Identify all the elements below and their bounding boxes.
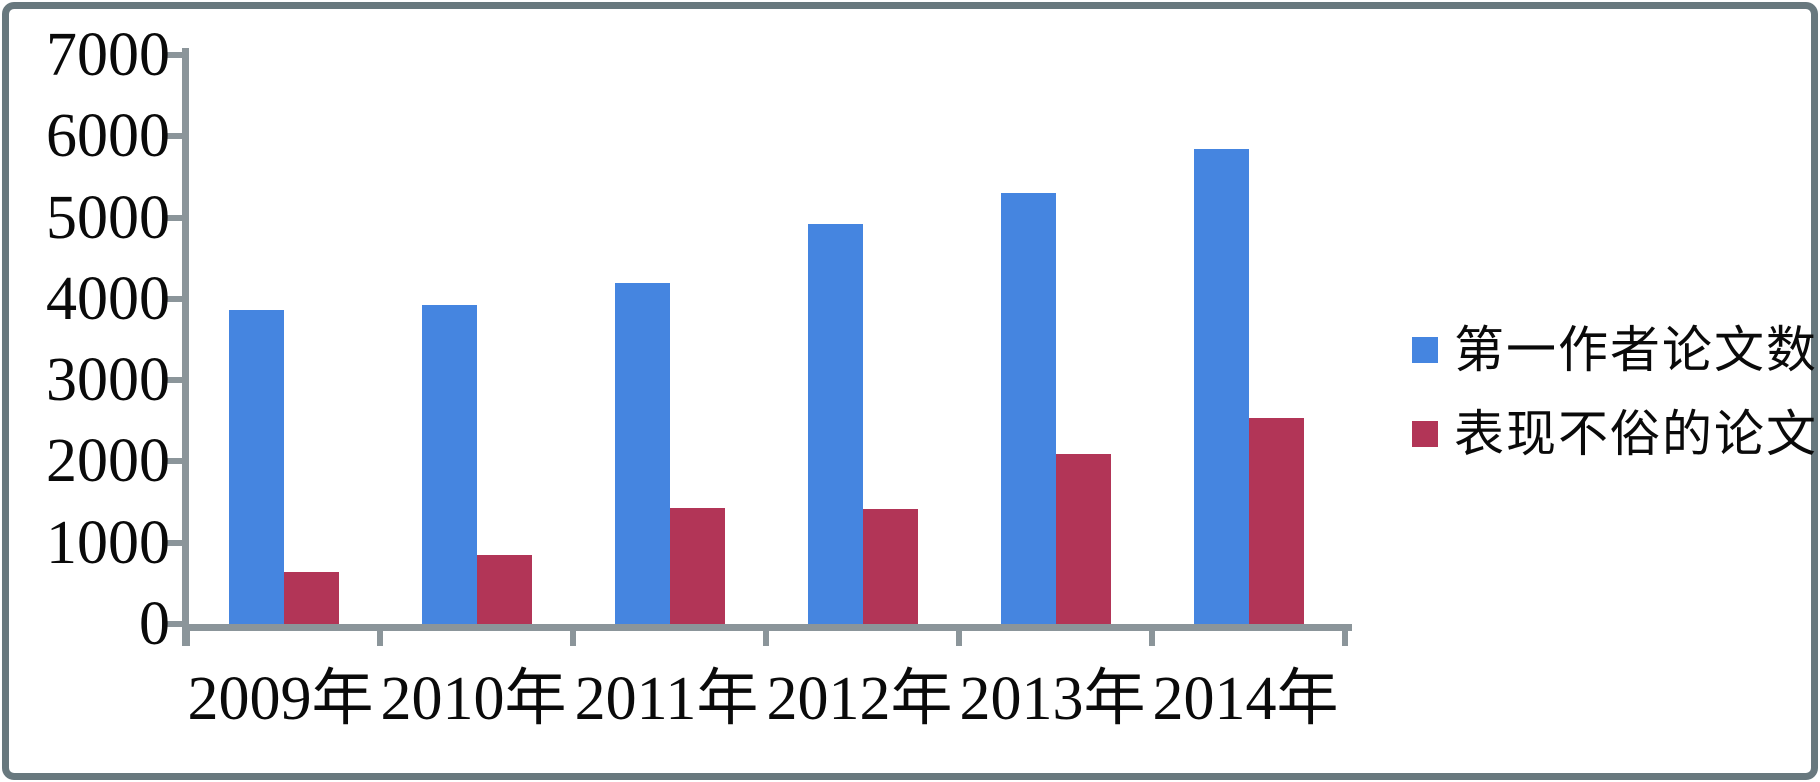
bar-first-author-2012年 — [808, 224, 863, 624]
y-axis-tick — [162, 377, 182, 384]
bar-notable-2011年 — [670, 507, 725, 624]
x-axis-tick — [763, 624, 769, 646]
y-axis-tick-label: 1000 — [46, 508, 170, 577]
chart-legend: 第一作者论文数 表现不俗的论文 — [1412, 322, 1816, 490]
y-axis-tick-label: 7000 — [46, 21, 170, 89]
bar-notable-2010年 — [477, 554, 532, 624]
y-axis-tick — [162, 458, 182, 465]
bar-first-author-2011年 — [615, 282, 670, 624]
bar-first-author-2010年 — [422, 305, 477, 624]
x-axis-tick — [956, 624, 962, 646]
y-axis-tick — [162, 621, 182, 627]
x-axis-label-2013年: 2013年 — [959, 665, 1146, 733]
x-axis-tick — [570, 624, 576, 646]
legend-swatch-first-author — [1412, 337, 1438, 363]
x-axis-label-2009年: 2009年 — [187, 665, 374, 733]
y-axis-tick-label: 3000 — [46, 346, 170, 415]
legend-label-notable: 表现不俗的论文 — [1454, 406, 1818, 462]
y-axis-tick-label: 4000 — [46, 264, 170, 333]
x-axis-tick — [377, 624, 383, 646]
x-axis-tick — [1342, 624, 1348, 646]
x-axis-label-2010年: 2010年 — [380, 665, 567, 733]
bar-notable-2014年 — [1249, 418, 1304, 624]
y-axis-tick — [162, 133, 182, 140]
y-axis-tick-label: 6000 — [46, 102, 170, 171]
bar-first-author-2013年 — [1001, 193, 1056, 624]
bar-notable-2013年 — [1056, 454, 1111, 624]
y-axis-tick-label: 5000 — [46, 183, 170, 252]
legend-label-first-author: 第一作者论文数 — [1454, 322, 1818, 378]
legend-item-first-author: 第一作者论文数 — [1412, 322, 1816, 378]
y-axis-tick — [162, 539, 182, 546]
x-axis-tick — [1149, 624, 1155, 646]
bar-notable-2009年 — [284, 571, 339, 624]
bar-notable-2012年 — [863, 509, 918, 624]
y-axis-tick — [162, 214, 182, 221]
y-axis-tick-label: 0 — [139, 590, 170, 658]
bar-first-author-2014年 — [1194, 149, 1249, 624]
y-axis-tick-label: 2000 — [46, 427, 170, 496]
x-axis-label-2012年: 2012年 — [766, 665, 953, 733]
x-axis-label-2011年: 2011年 — [574, 665, 759, 733]
bar-first-author-2009年 — [229, 310, 284, 624]
y-axis-tick — [162, 52, 182, 58]
y-axis-line — [182, 48, 189, 646]
legend-swatch-notable — [1412, 421, 1438, 447]
legend-item-notable: 表现不俗的论文 — [1412, 406, 1816, 462]
y-axis-tick — [162, 295, 182, 302]
x-axis-tick — [184, 624, 190, 646]
x-axis-label-2014年: 2014年 — [1152, 665, 1339, 733]
